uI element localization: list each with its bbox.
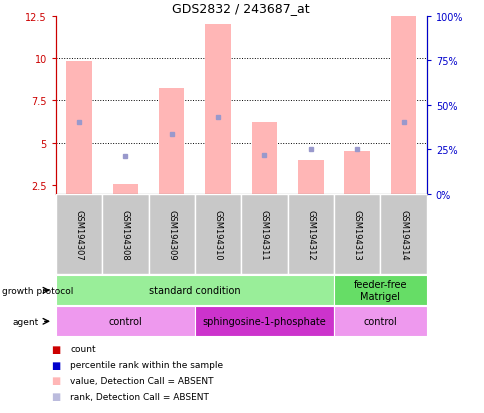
Text: growth protocol: growth protocol [2,286,74,295]
Text: percentile rank within the sample: percentile rank within the sample [70,360,223,369]
Bar [56,275,333,306]
Bar [102,194,148,275]
Title: GDS2832 / 243687_at: GDS2832 / 243687_at [172,2,309,15]
Bar [379,194,426,275]
Bar [390,17,415,194]
Text: count: count [70,344,96,354]
Bar [148,194,195,275]
Bar [159,89,184,194]
Text: sphingosine-1-phosphate: sphingosine-1-phosphate [202,316,326,327]
Bar [195,306,333,337]
Text: GSM194314: GSM194314 [398,209,407,260]
Text: value, Detection Call = ABSENT: value, Detection Call = ABSENT [70,376,213,385]
Text: GSM194308: GSM194308 [121,209,130,260]
Bar [333,194,379,275]
Bar [344,152,369,194]
Bar [112,185,138,194]
Bar [56,306,195,337]
Bar [66,62,91,194]
Bar [241,194,287,275]
Text: GSM194313: GSM194313 [352,209,361,260]
Text: ■: ■ [51,360,60,370]
Text: agent: agent [12,317,38,326]
Bar [287,194,333,275]
Text: control: control [108,316,142,327]
Text: GSM194312: GSM194312 [306,209,315,260]
Text: GSM194311: GSM194311 [259,209,269,260]
Text: control: control [363,316,396,327]
Bar [333,306,426,337]
Bar [205,25,230,194]
Text: GSM194309: GSM194309 [167,209,176,260]
Text: GSM194307: GSM194307 [75,209,83,260]
Bar [333,275,426,306]
Text: GSM194310: GSM194310 [213,209,222,260]
Text: rank, Detection Call = ABSENT: rank, Detection Call = ABSENT [70,392,209,401]
Text: feeder-free
Matrigel: feeder-free Matrigel [353,280,407,301]
Text: standard condition: standard condition [149,285,240,296]
Text: ■: ■ [51,375,60,385]
Bar [251,123,277,194]
Bar [56,194,102,275]
Text: ■: ■ [51,391,60,401]
Bar [298,160,323,194]
Bar [195,194,241,275]
Text: ■: ■ [51,344,60,354]
